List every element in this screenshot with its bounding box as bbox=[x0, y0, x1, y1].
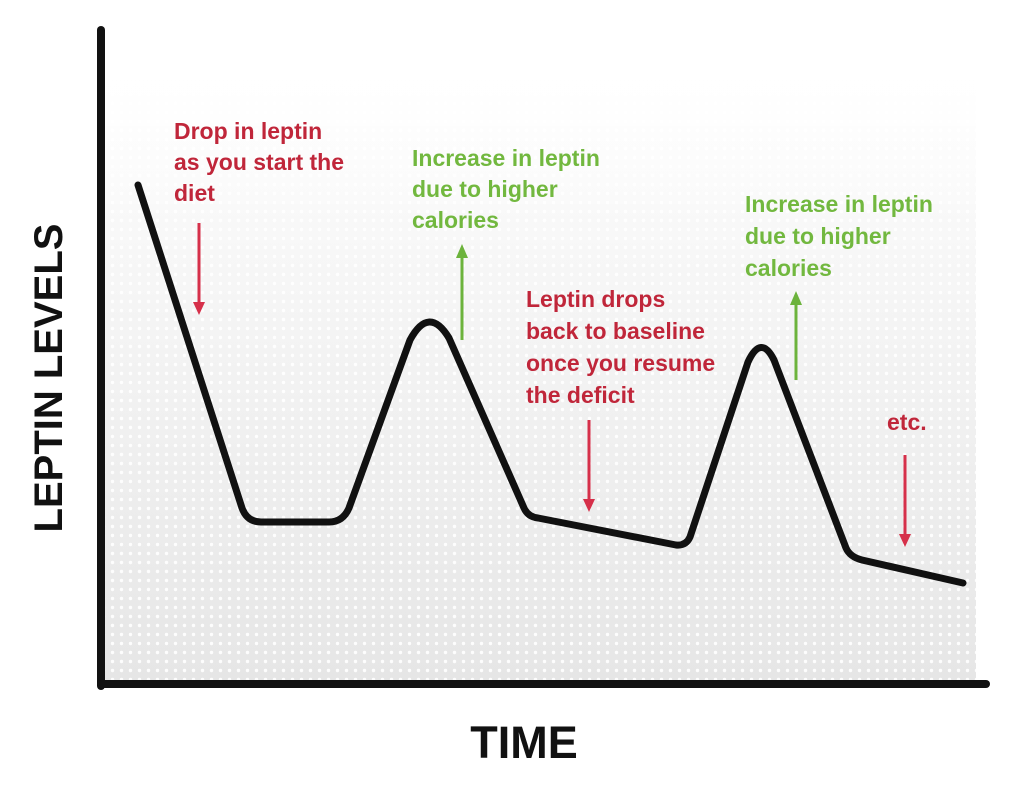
x-axis-title: TIME bbox=[470, 717, 578, 768]
annotation-drop-start: Drop in leptin as you start the diet bbox=[174, 118, 350, 206]
increase-arrow-2 bbox=[790, 291, 802, 380]
increase-arrow-1 bbox=[456, 244, 468, 340]
annotation-increase-1: Increase in leptin due to higher calorie… bbox=[412, 145, 606, 233]
y-axis-title: LEPTIN LEVELS bbox=[27, 224, 71, 533]
halftone-background bbox=[104, 60, 976, 682]
drop-arrow-2 bbox=[583, 420, 595, 512]
drop-arrow-1 bbox=[193, 223, 205, 315]
annotation-arrows bbox=[193, 223, 911, 547]
drop-arrow-3 bbox=[899, 455, 911, 547]
annotation-increase-2: Increase in leptin due to higher calorie… bbox=[745, 191, 939, 281]
annotation-etc: etc. bbox=[887, 409, 927, 435]
axes bbox=[97, 26, 990, 690]
leptin-curve bbox=[134, 181, 967, 587]
annotation-drop-baseline: Leptin drops back to baseline once you r… bbox=[526, 286, 722, 408]
